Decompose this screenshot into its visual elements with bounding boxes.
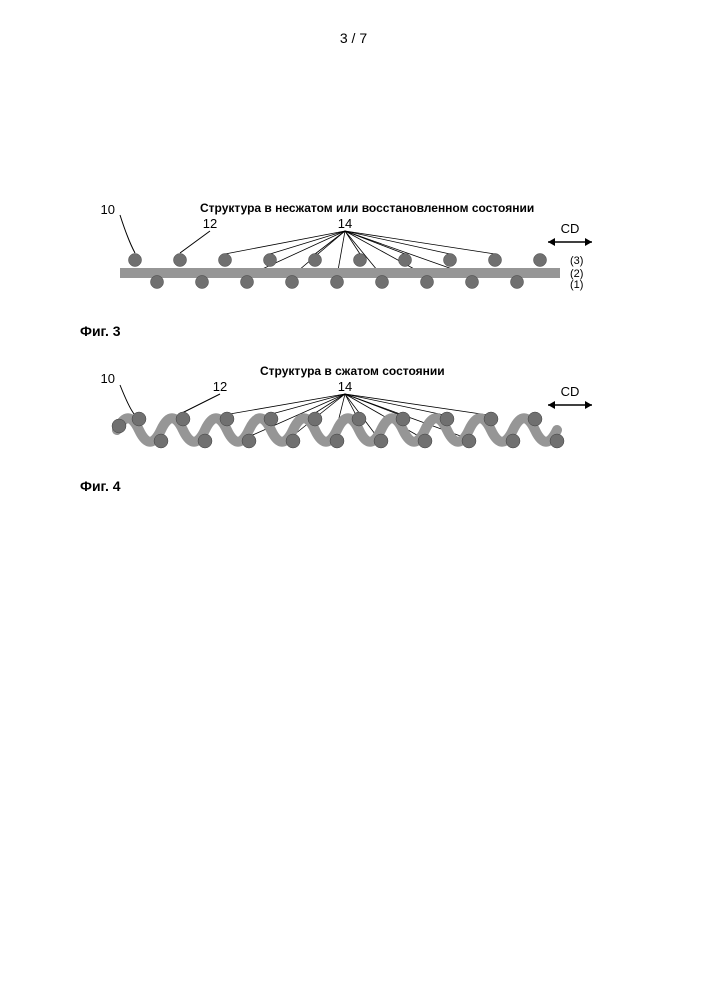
svg-text:12: 12 [203,216,217,231]
svg-text:12: 12 [213,379,227,394]
svg-text:CD: CD [561,221,580,236]
figure-4: Структура в сжатом состоянии 10 12 14 CD Фиг… [80,365,620,494]
svg-text:14: 14 [338,216,352,231]
svg-text:10: 10 [101,371,115,386]
svg-text:Структура в несжатом или восст: Структура в несжатом или восстановленном… [200,201,534,215]
fig4-diagram: Структура в сжатом состоянии 10 12 14 CD [80,365,620,465]
fig4-label: Фиг. 4 [80,478,620,494]
svg-text:(3): (3) [570,255,583,267]
svg-text:14: 14 [338,379,352,394]
figure-3: Структура в несжатом или восстановленном… [80,200,620,339]
svg-text:10: 10 [101,202,115,217]
svg-text:CD: CD [561,384,580,399]
svg-text:(1): (1) [570,279,583,291]
svg-text:Структура в сжатом состоянии: Структура в сжатом состоянии [260,365,445,378]
fig3-label: Фиг. 3 [80,323,620,339]
fig3-diagram: Структура в несжатом или восстановленном… [80,200,620,310]
page-number: 3 / 7 [340,30,367,46]
